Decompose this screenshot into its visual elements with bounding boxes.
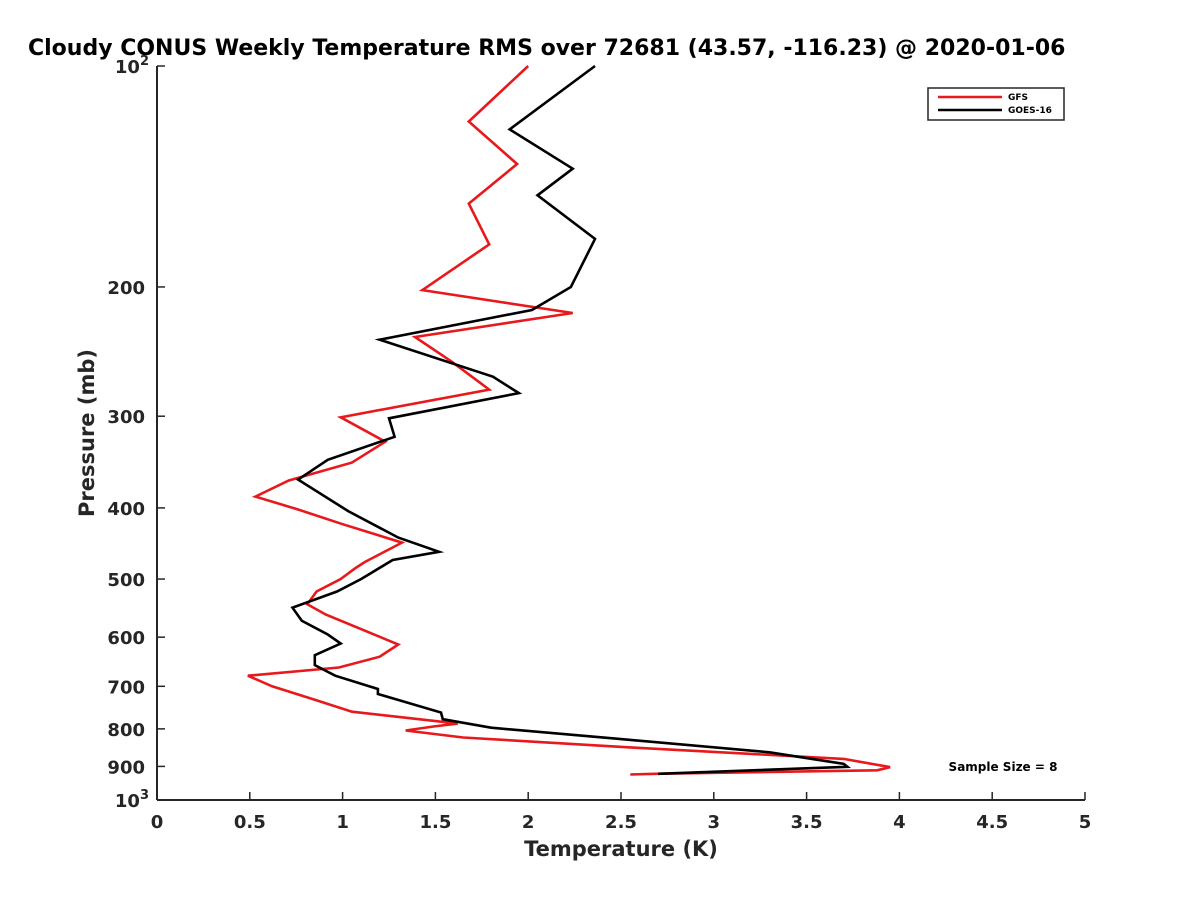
y-tick-label: 300 — [107, 407, 145, 428]
x-tick-label: 0.5 — [234, 812, 266, 833]
x-axis-label: Temperature (K) — [524, 837, 718, 861]
x-tick-label: 3.5 — [791, 812, 823, 833]
chart-title: Cloudy CONUS Weekly Temperature RMS over… — [28, 36, 1065, 61]
y-tick-label: 700 — [107, 677, 145, 698]
series-layer — [247, 64, 891, 776]
y-axis-label: Pressure (mb) — [75, 349, 99, 517]
x-ticks: 0 0.5 1 1.5 2 2.5 3 3.5 4 4.5 5 — [151, 792, 1092, 833]
y-tick-label: 400 — [107, 499, 145, 520]
y-tick-label: 800 — [107, 720, 145, 741]
x-tick-label: 4.5 — [976, 812, 1008, 833]
sample-size-annotation: Sample Size = 8 — [949, 760, 1058, 774]
y-tick-label: 900 — [107, 757, 145, 778]
legend-items: GFS GOES-16 — [938, 93, 1052, 116]
x-tick-label: 2 — [522, 812, 535, 833]
y-tick-label: 103 — [115, 788, 149, 812]
x-tick-label: 1 — [336, 812, 349, 833]
series-line-gfs — [247, 65, 891, 776]
y-tick-label: 102 — [115, 54, 149, 78]
x-tick-label: 5 — [1079, 812, 1092, 833]
x-tick-label: 0 — [151, 812, 164, 833]
series-line-goes-16 — [290, 64, 851, 776]
y-tick-label: 200 — [107, 278, 145, 299]
x-tick-label: 3 — [708, 812, 721, 833]
y-tick-label: 600 — [107, 628, 145, 649]
y-ticks: 102 200 300 400 500 600 700 800 900 103 — [107, 54, 165, 812]
x-tick-label: 4 — [893, 812, 906, 833]
x-tick-label: 1.5 — [419, 812, 451, 833]
legend-box — [927, 87, 1065, 121]
legend-label: GOES-16 — [1008, 106, 1052, 116]
legend-label: GFS — [1008, 93, 1028, 103]
y-tick-label: 500 — [107, 570, 145, 591]
legend: GFS GOES-16 — [927, 87, 1065, 121]
x-tick-label: 2.5 — [605, 812, 637, 833]
